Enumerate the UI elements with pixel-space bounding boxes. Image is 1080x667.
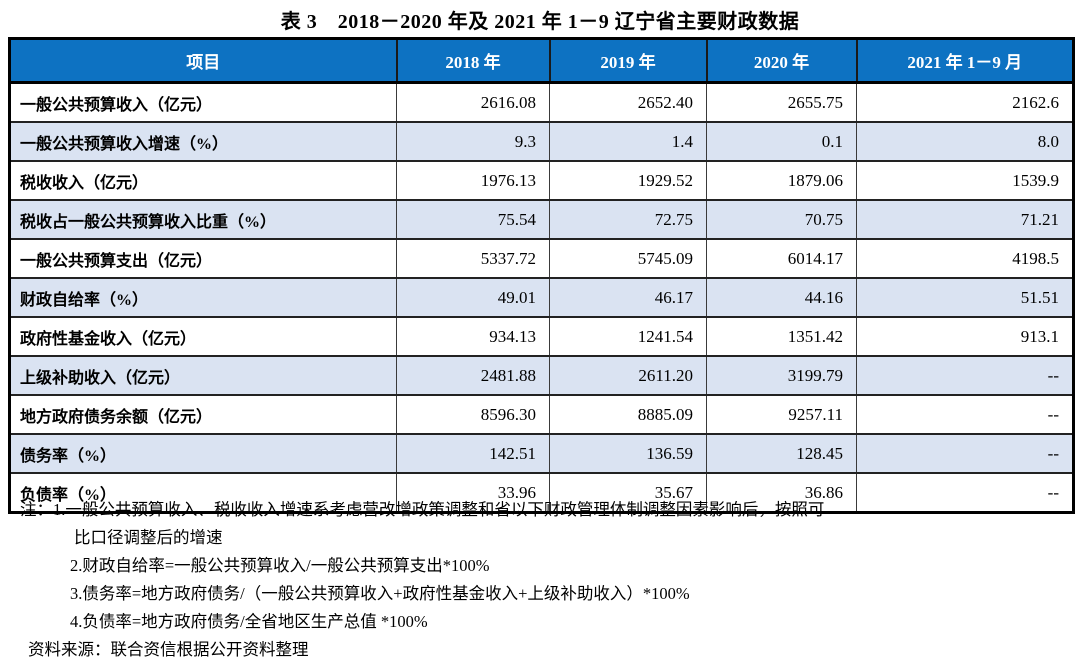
- cell-value: 72.75: [549, 199, 707, 240]
- row-label: 税收收入（亿元）: [9, 160, 397, 201]
- cell-value: 128.45: [706, 433, 857, 474]
- cell-value: 136.59: [549, 433, 707, 474]
- cell-value: 2611.20: [549, 355, 707, 396]
- cell-value: 5745.09: [549, 238, 707, 279]
- table-row: 税收占一般公共预算收入比重（%） 75.54 72.75 70.75 71.21: [9, 199, 1074, 240]
- cell-value: 75.54: [396, 199, 550, 240]
- column-header-2020: 2020 年: [705, 38, 858, 84]
- cell-value: 1929.52: [549, 160, 707, 201]
- table-row: 债务率（%） 142.51 136.59 128.45 --: [9, 433, 1074, 474]
- cell-value: 2616.08: [396, 81, 550, 123]
- row-label: 上级补助收入（亿元）: [9, 355, 397, 396]
- cell-value: 2655.75: [706, 81, 857, 123]
- cell-value: --: [856, 394, 1074, 435]
- cell-value: --: [856, 433, 1074, 474]
- cell-value: 36.86: [706, 472, 857, 514]
- cell-value: 4198.5: [856, 238, 1074, 279]
- cell-value: 71.21: [856, 199, 1074, 240]
- cell-value: 0.1: [706, 121, 857, 162]
- cell-value: 9.3: [396, 121, 550, 162]
- table-row: 一般公共预算收入（亿元） 2616.08 2652.40 2655.75 216…: [9, 81, 1074, 123]
- cell-value: 70.75: [706, 199, 857, 240]
- row-label: 负债率（%）: [9, 472, 397, 514]
- cell-value: 1539.9: [856, 160, 1074, 201]
- cell-value: 934.13: [396, 316, 550, 357]
- cell-value: 2481.88: [396, 355, 550, 396]
- cell-value: 3199.79: [706, 355, 857, 396]
- cell-value: 33.96: [396, 472, 550, 514]
- table-row: 财政自给率（%） 49.01 46.17 44.16 51.51: [9, 277, 1074, 318]
- cell-value: 8.0: [856, 121, 1074, 162]
- table-row: 税收收入（亿元） 1976.13 1929.52 1879.06 1539.9: [9, 160, 1074, 201]
- cell-value: 1351.42: [706, 316, 857, 357]
- note-line-3: 3.债务率=地方政府债务/（一般公共预算收入+政府性基金收入+上级补助收入）*1…: [70, 584, 690, 603]
- cell-value: 2652.40: [549, 81, 707, 123]
- cell-value: 44.16: [706, 277, 857, 318]
- note-line-4: 4.负债率=地方政府债务/全省地区生产总值 *100%: [70, 612, 428, 631]
- row-label: 债务率（%）: [9, 433, 397, 474]
- cell-value: --: [856, 355, 1074, 396]
- table-row: 一般公共预算收入增速（%） 9.3 1.4 0.1 8.0: [9, 121, 1074, 162]
- cell-value: 6014.17: [706, 238, 857, 279]
- cell-value: --: [856, 472, 1074, 514]
- fiscal-data-table: 项目 2018 年 2019 年 2020 年 2021 年 1－9 月 一般公…: [8, 37, 1075, 514]
- cell-value: 1879.06: [706, 160, 857, 201]
- row-label: 地方政府债务余额（亿元）: [9, 394, 397, 435]
- cell-value: 142.51: [396, 433, 550, 474]
- source-line: 资料来源：联合资信根据公开资料整理: [28, 640, 309, 659]
- table-row: 地方政府债务余额（亿元） 8596.30 8885.09 9257.11 --: [9, 394, 1074, 435]
- cell-value: 1976.13: [396, 160, 550, 201]
- table-notes: 注：1.一般公共预算收入、税收收入增速系考虑营改增政策调整和省以下财政管理体制调…: [0, 496, 1080, 664]
- note-line-1: 注：1.一般公共预算收入、税收收入增速系考虑营改增政策调整和省以下财政管理体制调…: [20, 500, 825, 519]
- column-header-2021-1-9: 2021 年 1－9 月: [855, 38, 1075, 84]
- cell-value: 49.01: [396, 277, 550, 318]
- row-label: 财政自给率（%）: [9, 277, 397, 318]
- cell-value: 1241.54: [549, 316, 707, 357]
- table-row: 一般公共预算支出（亿元） 5337.72 5745.09 6014.17 419…: [9, 238, 1074, 279]
- cell-value: 913.1: [856, 316, 1074, 357]
- table-title: 表 3 2018－2020 年及 2021 年 1－9 辽宁省主要财政数据: [280, 11, 800, 33]
- table-row: 政府性基金收入（亿元） 934.13 1241.54 1351.42 913.1: [9, 316, 1074, 357]
- table-row: 负债率（%） 33.96 35.67 36.86 --: [9, 472, 1074, 514]
- column-header-2019: 2019 年: [548, 38, 708, 84]
- table-row: 上级补助收入（亿元） 2481.88 2611.20 3199.79 --: [9, 355, 1074, 396]
- cell-value: 2162.6: [856, 81, 1074, 123]
- cell-value: 5337.72: [396, 238, 550, 279]
- row-label: 一般公共预算收入（亿元）: [9, 81, 397, 123]
- cell-value: 51.51: [856, 277, 1074, 318]
- row-label: 政府性基金收入（亿元）: [9, 316, 397, 357]
- row-label: 一般公共预算收入增速（%）: [9, 121, 397, 162]
- row-label: 税收占一般公共预算收入比重（%）: [9, 199, 397, 240]
- header-row: 项目 2018 年 2019 年 2020 年 2021 年 1－9 月: [8, 38, 1075, 84]
- note-line-2: 2.财政自给率=一般公共预算收入/一般公共预算支出*100%: [70, 556, 490, 575]
- cell-value: 1.4: [549, 121, 707, 162]
- note-line-1b: 比口径调整后的增速: [74, 528, 223, 547]
- cell-value: 46.17: [549, 277, 707, 318]
- column-header-item: 项目: [8, 38, 398, 84]
- row-label: 一般公共预算支出（亿元）: [9, 238, 397, 279]
- cell-value: 9257.11: [706, 394, 857, 435]
- cell-value: 8885.09: [549, 394, 707, 435]
- cell-value: 8596.30: [396, 394, 550, 435]
- column-header-2018: 2018 年: [395, 38, 551, 84]
